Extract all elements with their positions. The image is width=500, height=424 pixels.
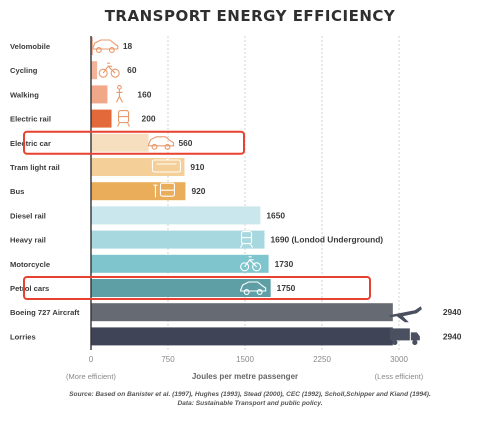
category-label: Heavy rail <box>10 236 46 245</box>
car-icon <box>240 281 267 295</box>
bar <box>91 254 269 273</box>
highlight-box <box>23 276 371 300</box>
bar <box>91 109 112 128</box>
pedestrian-icon <box>115 85 123 103</box>
x-tick-label: 0 <box>89 355 94 364</box>
value-label: 2940 <box>443 331 462 341</box>
value-label: 560 <box>178 138 192 148</box>
value-label: 910 <box>190 162 204 172</box>
truck-icon <box>389 328 420 345</box>
value-label: 1750 <box>277 283 296 293</box>
bus-icon <box>153 182 176 198</box>
bar <box>91 85 108 104</box>
bar <box>91 279 271 297</box>
subway-icon <box>240 231 253 248</box>
category-label: Diesel rail <box>10 211 46 220</box>
category-label: Lorries <box>10 332 36 341</box>
category-label: Velomobile <box>10 42 50 51</box>
source-note: Source: Based on Banister et al. (1997),… <box>69 391 431 398</box>
bar <box>91 158 185 176</box>
more-efficient-note: (More efficient) <box>66 372 116 381</box>
value-label: 1650 <box>266 210 285 220</box>
bar <box>91 327 393 346</box>
x-tick-label: 750 <box>161 355 175 364</box>
value-label: 1730 <box>275 259 294 269</box>
category-label: Bus <box>10 187 24 196</box>
bicycle-icon <box>98 62 120 78</box>
bar <box>91 303 393 322</box>
bar <box>91 206 261 225</box>
value-label: 1690 (Londod Underground) <box>271 235 384 245</box>
category-label: Cycling <box>10 66 38 75</box>
x-tick-label: 3000 <box>390 355 408 364</box>
x-tick-label: 2250 <box>313 355 331 364</box>
highlight-box <box>23 130 245 155</box>
chart-title: TRANSPORT ENERGY EFFICIENCY <box>104 7 396 25</box>
car-icon <box>147 136 175 150</box>
motorcycle-icon <box>240 256 262 272</box>
train-icon <box>117 110 131 127</box>
category-label: Petrol cars <box>10 284 49 293</box>
data-note: Data: Sustainable Transport and public p… <box>177 400 323 407</box>
x-axis-label: Joules per metre passenger <box>192 372 298 381</box>
category-label: Boeing 727 Aircraft <box>10 308 80 317</box>
value-label: 160 <box>137 89 151 99</box>
bar <box>91 37 93 55</box>
category-label: Walking <box>10 90 39 99</box>
category-label: Electric rail <box>10 115 51 124</box>
category-label: Motorcycle <box>10 260 50 269</box>
value-label: 60 <box>127 65 137 75</box>
bar <box>91 133 149 152</box>
value-label: 200 <box>142 114 156 124</box>
less-efficient-note: (Less efficient) <box>375 372 424 381</box>
airplane-icon <box>388 306 422 323</box>
value-label: 920 <box>191 186 205 196</box>
tram-icon <box>151 155 181 173</box>
value-label: 2940 <box>443 307 462 317</box>
bar <box>91 182 186 201</box>
category-label: Tram light rail <box>10 163 60 172</box>
value-label: 18 <box>123 41 133 51</box>
bar <box>91 230 265 249</box>
x-tick-label: 1500 <box>236 355 254 364</box>
velomobile-icon <box>92 39 119 53</box>
bar <box>91 61 98 80</box>
category-label: Electric car <box>10 139 51 148</box>
